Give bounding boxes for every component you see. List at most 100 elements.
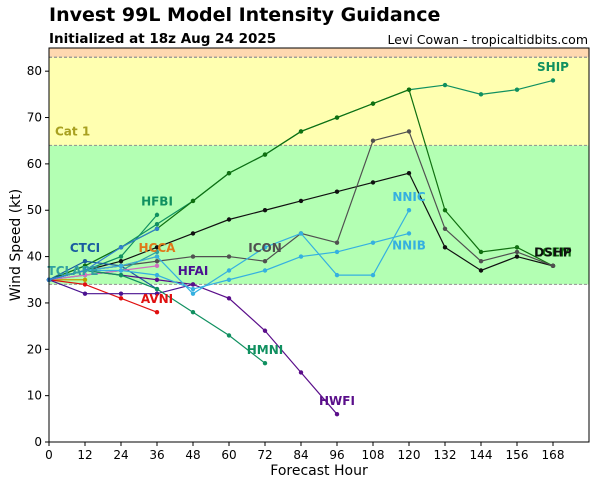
data-point-hfbi	[118, 254, 124, 259]
data-point-icon	[334, 240, 340, 245]
x-tick-label: 144	[470, 448, 493, 462]
y-tick-label: 20	[27, 342, 42, 356]
data-point-tclape	[154, 249, 160, 255]
data-point-lgem	[262, 152, 268, 157]
data-point-lgem	[478, 249, 484, 255]
data-point-hmni	[154, 286, 160, 292]
data-point-icon	[550, 263, 556, 269]
data-point-hwfi	[226, 296, 232, 301]
data-point-avni	[118, 296, 124, 301]
data-point-dshp	[118, 259, 124, 264]
data-point-dshp	[226, 217, 232, 222]
band-label-cat1: Cat 1	[55, 124, 90, 138]
data-point-avni	[154, 310, 160, 315]
x-tick-label: 108	[362, 448, 385, 462]
data-point-nnib	[190, 286, 196, 292]
data-point-icon	[370, 138, 376, 143]
x-tick-label: 132	[434, 448, 457, 462]
data-point-hwrf	[82, 277, 88, 282]
model-label-avni: AVNI	[141, 292, 173, 306]
data-point-dshp	[442, 245, 448, 250]
data-point-hmni	[118, 272, 124, 278]
x-tick-label: 24	[113, 448, 128, 462]
data-point-nnic	[406, 208, 412, 213]
data-point-icon	[154, 259, 160, 264]
y-tick-label: 50	[27, 203, 42, 217]
data-point-icon	[442, 226, 448, 231]
model-label-hwfi: HWFI	[319, 394, 355, 408]
data-point-lgem	[442, 208, 448, 213]
data-point-emx2	[82, 268, 88, 273]
x-axis-label: Forecast Hour	[270, 463, 368, 479]
data-point-cons	[154, 263, 160, 269]
y-tick-label: 30	[27, 296, 42, 310]
data-point-dshp	[190, 231, 196, 236]
data-point-nnib	[262, 268, 268, 273]
data-point-lgem	[514, 245, 520, 250]
data-point-hfai	[154, 291, 160, 296]
data-point-hwfi	[190, 282, 196, 287]
data-point-hmni	[226, 333, 232, 338]
data-point-nnic	[334, 272, 340, 278]
model-label-tclape: TCLAPE	[48, 264, 99, 278]
data-point-lgem	[406, 87, 412, 92]
data-point-hmni	[262, 361, 268, 366]
data-point-emx2	[118, 245, 124, 250]
y-tick-label: 10	[27, 389, 42, 403]
model-label-nnib: NNIB	[392, 239, 426, 253]
data-point-hwfi	[262, 328, 268, 333]
y-tick-label: 60	[27, 157, 42, 171]
x-tick-label: 156	[506, 448, 529, 462]
data-point-nnic	[262, 245, 268, 250]
y-tick-label: 0	[34, 435, 42, 449]
data-point-lgem	[82, 263, 88, 269]
data-point-nnib	[154, 272, 160, 278]
data-point-ship	[154, 221, 160, 227]
data-point-dshp	[370, 180, 376, 185]
data-point-nnib	[406, 231, 412, 236]
data-point-ship	[550, 78, 556, 83]
data-point-nnic	[370, 272, 376, 278]
chart-title: Invest 99L Model Intensity Guidance	[49, 4, 441, 26]
x-tick-label: 84	[293, 448, 308, 462]
x-tick-label: 60	[221, 448, 236, 462]
data-point-lgem	[298, 129, 304, 134]
model-label-ship: SHIP	[537, 60, 569, 74]
y-axis-label: Wind Speed (kt)	[8, 189, 24, 302]
chart-subtitle: Initialized at 18z Aug 24 2025	[49, 31, 277, 47]
data-point-nnib	[370, 240, 376, 245]
data-point-ctci	[82, 259, 88, 264]
data-point-icon	[226, 254, 232, 259]
data-point-hmni	[190, 310, 196, 315]
data-point-icon	[406, 129, 412, 134]
data-point-nnib	[226, 277, 232, 282]
model-label-icon: ICON	[248, 241, 282, 255]
data-point-nnic	[226, 268, 232, 273]
x-tick-label: 96	[329, 448, 344, 462]
chart-axes: 0 12 24 36 48 60 72 84 96 108 120 132 144 156 168 0 10 20…	[27, 64, 565, 462]
intensity-bands: Cat 1	[49, 48, 589, 285]
x-tick-label: 168	[542, 448, 565, 462]
data-point-dshp	[262, 208, 268, 213]
data-point-hfai	[118, 291, 124, 296]
data-point-dshp	[514, 254, 520, 259]
data-point-nnib	[334, 249, 340, 255]
intensity-band	[49, 48, 589, 58]
data-point-hwfi	[298, 370, 304, 375]
data-point-icon	[514, 249, 520, 255]
data-point-lgem	[226, 170, 232, 176]
data-point-nnib	[118, 268, 124, 273]
data-point-nnic	[298, 231, 304, 236]
model-label-ctci: CTCI	[70, 241, 100, 255]
data-point-nnic	[190, 291, 196, 296]
plot-frame	[48, 47, 590, 443]
x-tick-label: 72	[257, 448, 272, 462]
data-point-nnib	[298, 254, 304, 259]
data-point-dshp	[406, 170, 412, 176]
data-point-ship	[478, 92, 484, 97]
data-point-lgem	[334, 115, 340, 120]
x-tick-label: 48	[185, 448, 200, 462]
x-tick-label: 0	[45, 448, 53, 462]
